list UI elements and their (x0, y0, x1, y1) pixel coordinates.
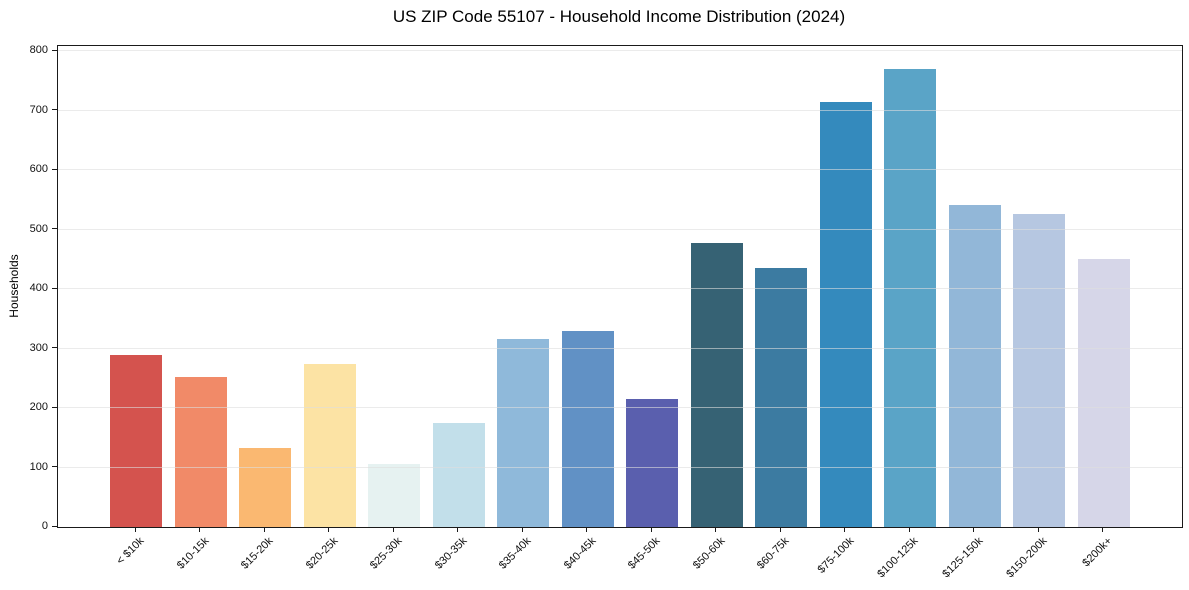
y-tick-label-500: 500 (29, 222, 48, 235)
x-tick-mark-3 (328, 527, 330, 532)
y-tick-label-100: 100 (29, 460, 48, 473)
y-tick-label-0: 0 (41, 520, 48, 532)
y-tick-label-600: 600 (29, 163, 48, 176)
bar--50-60k (690, 243, 743, 527)
x-tick-mark-14 (1037, 527, 1039, 532)
gridline-600 (58, 169, 1182, 171)
x-tick-mark-6 (521, 527, 523, 532)
bar--20-25k (303, 364, 356, 527)
plot-area (57, 45, 1183, 528)
gridline-700 (58, 109, 1182, 111)
x-tick-mark-15 (1102, 527, 1104, 532)
x-tick-mark-13 (973, 527, 975, 532)
bar--45-50k (626, 398, 678, 527)
bar--60-75k (755, 267, 807, 527)
y-tick-mark-700 (52, 109, 57, 111)
y-tick-mark-200 (52, 406, 57, 408)
x-tick-mark-1 (199, 527, 201, 532)
y-tick-label-200: 200 (29, 401, 48, 414)
x-tick-mark-9 (715, 527, 717, 532)
bar--30-35k (432, 423, 485, 527)
bar--15-20k (239, 447, 291, 527)
y-tick-mark-800 (52, 49, 57, 52)
gridline-500 (58, 228, 1182, 230)
x-tick-mark-7 (586, 527, 588, 532)
bar--40-45k (561, 330, 614, 527)
bar--125-150k (948, 204, 1001, 527)
x-tick-mark-5 (457, 527, 459, 532)
gridline-800 (58, 50, 1182, 52)
gridline-200 (58, 407, 1182, 409)
gridline-100 (58, 466, 1182, 468)
y-tick-label-700: 700 (29, 103, 48, 116)
y-tick-mark-400 (52, 287, 57, 289)
x-tick-mark-10 (779, 527, 781, 532)
bar--25-30k (368, 464, 420, 527)
bar--10-15k (174, 377, 227, 527)
bar--75-100k (819, 101, 872, 527)
bar--35-40k (497, 339, 549, 527)
bar--150-200k (1013, 213, 1065, 527)
x-tick-mark-4 (392, 527, 394, 532)
bar--100-125k (884, 69, 936, 527)
y-tick-mark-300 (52, 347, 57, 349)
x-tick-mark-11 (844, 527, 846, 532)
x-tick-mark-0 (134, 527, 136, 532)
bar--200k+ (1077, 258, 1130, 527)
y-tick-label-300: 300 (29, 341, 48, 354)
x-tick-mark-2 (263, 527, 265, 532)
x-tick-mark-8 (650, 527, 652, 532)
y-tick-label-400: 400 (29, 282, 48, 295)
y-tick-mark-100 (52, 466, 57, 468)
x-tick-label-0: < $10k (114, 535, 147, 568)
y-tick-mark-0 (52, 525, 57, 527)
chart-title: US ZIP Code 55107 - Household Income Dis… (392, 7, 846, 26)
gridline-400 (58, 288, 1182, 290)
x-tick-mark-12 (908, 527, 910, 532)
y-tick-mark-500 (52, 228, 57, 230)
y-tick-mark-600 (52, 168, 57, 170)
gridline-300 (58, 347, 1182, 349)
bar--10k (110, 354, 162, 527)
y-tick-label-800: 800 (29, 44, 48, 57)
